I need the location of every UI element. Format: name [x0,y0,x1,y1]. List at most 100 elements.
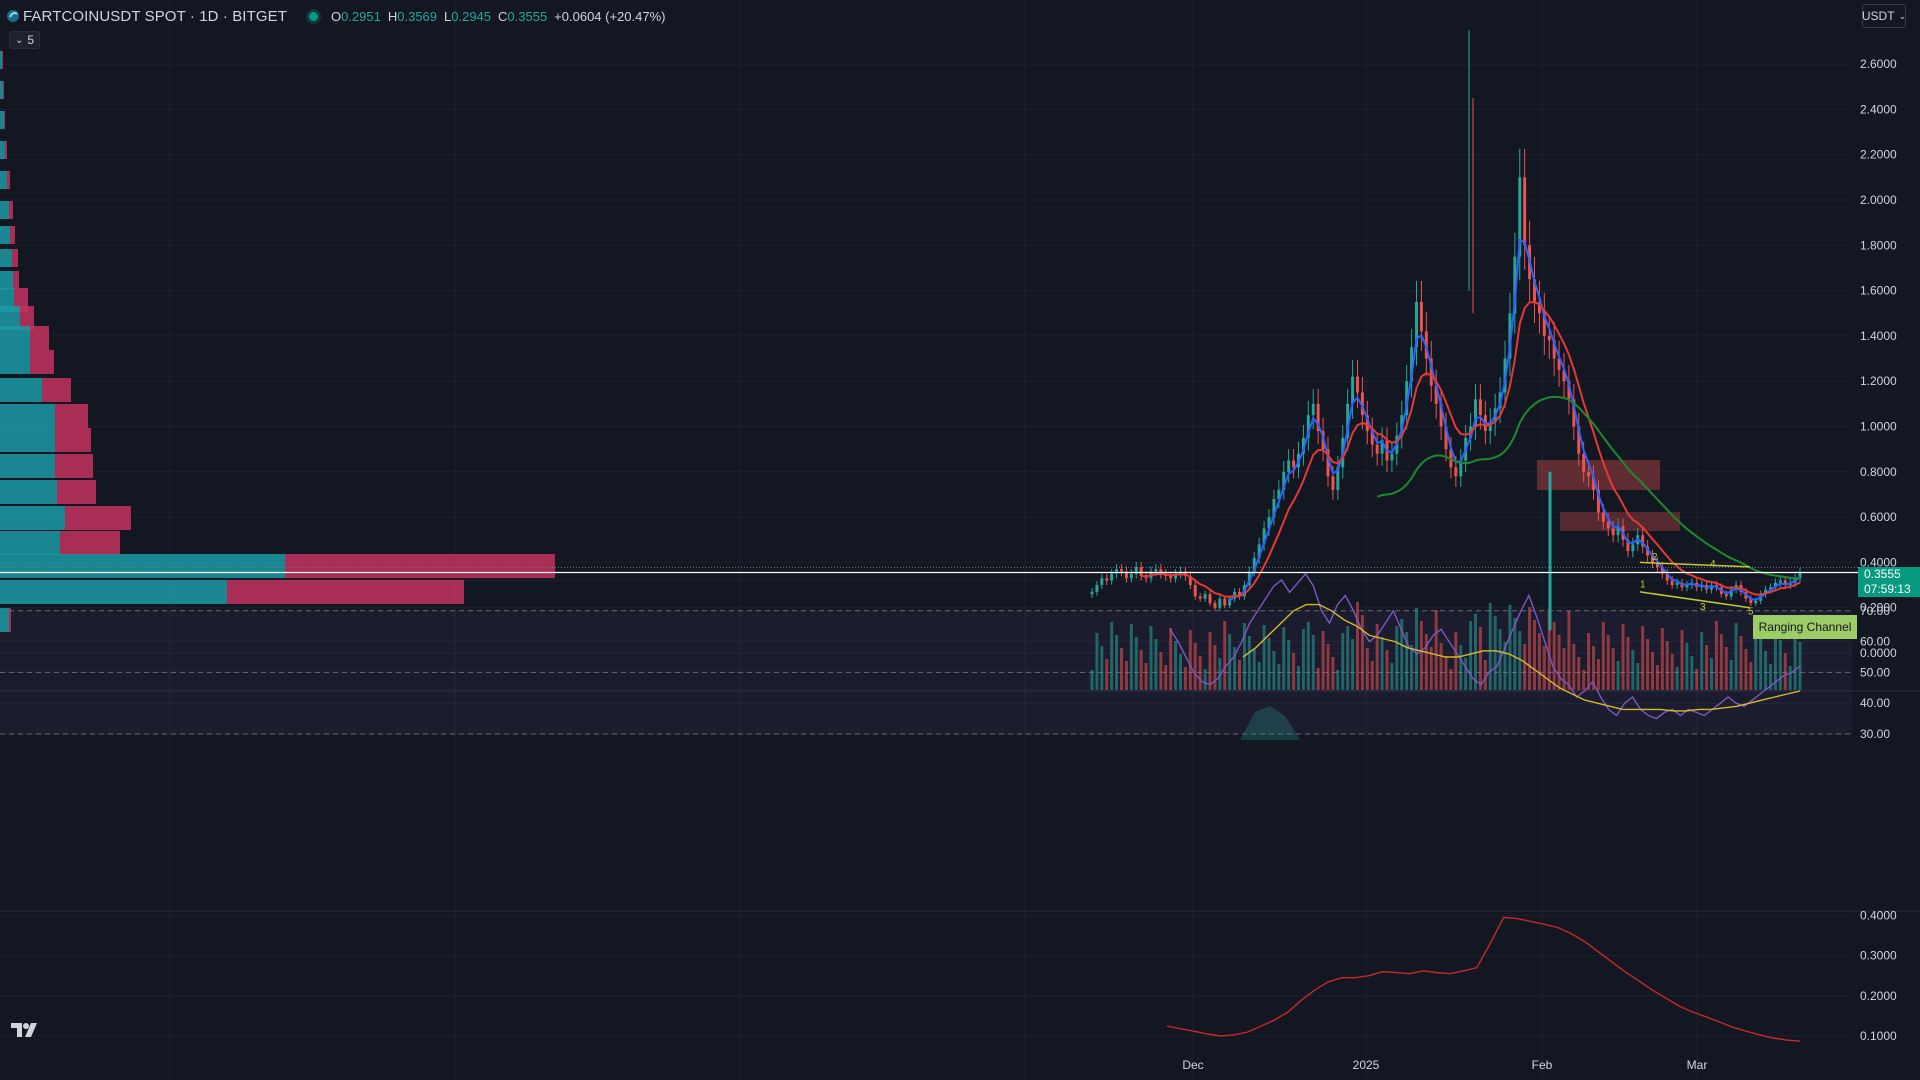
volume-bar [1464,658,1468,690]
candle-body [1783,580,1787,586]
ranging-channel-lines: 1 2 3 4 5 [1639,552,1754,617]
volume-bar [1754,625,1758,690]
vp-bar-up [0,201,9,219]
volume-bar [1783,653,1787,690]
vp-bar-down [3,81,4,99]
candle-body [1749,598,1753,604]
volume-bar [1360,615,1364,690]
y-tick-label: 2.2000 [1860,148,1897,162]
candle-body [1651,555,1654,563]
candle-body [1764,589,1768,595]
volume-bar [1090,670,1094,690]
volume-bar [1341,633,1345,690]
candle-body [1287,460,1291,472]
candle-body [1105,578,1109,581]
candle-body [1139,566,1143,576]
x-tick-label: 2025 [1353,1058,1380,1072]
chevron-down-icon: ⌄ [1898,10,1907,21]
vp-bar-down [13,271,19,289]
volume-bar [1282,627,1286,690]
candle-body [1459,460,1463,477]
volume-bar [1410,645,1414,690]
tradingview-logo-icon[interactable] [11,1021,43,1039]
volume-bar [1528,607,1532,690]
volume-bar [1100,646,1104,690]
rsi-line [1169,572,1801,720]
symbol-title[interactable]: FARTCOINUSDT SPOT · 1D · BITGET [23,7,287,25]
pattern-label: 4 [1710,559,1716,570]
volume-bar [1454,632,1458,690]
volume-bar [1434,610,1438,690]
volume-bar [1213,645,1217,690]
volume-bar [1238,660,1241,690]
candle-body [1533,279,1536,302]
volume-bar [1179,654,1182,690]
candle-body [1537,301,1541,314]
volume-bar [1375,624,1379,690]
candle-body [1252,557,1256,572]
volume-bar [1601,622,1605,690]
volume-bar [1503,642,1507,690]
pattern-label: 5 [1748,606,1754,617]
candle-body [1410,347,1414,382]
volume-bar [1641,626,1645,690]
rsi-tick-label: 60.00 [1860,635,1890,649]
lower-indicator-line [1166,916,1801,1042]
vp-bar-up [0,271,13,289]
ranging-channel-annotation[interactable]: Ranging Channel [1753,615,1857,639]
candle-body [1095,585,1099,592]
volume-bar [1474,614,1477,690]
candle-body [1198,596,1202,599]
vp-bar-down [12,249,18,267]
vp-bar-down [30,326,49,350]
vp-bar-down [5,141,7,159]
candle-body [1326,449,1330,477]
candle-body [1124,571,1128,579]
candle-body [1306,415,1310,438]
volume-bar [1710,658,1713,690]
volume-bar [1346,626,1350,690]
volume-bar [1233,647,1237,690]
ema-slow-line [1376,395,1800,580]
volume-bar [1523,644,1527,690]
candle-body [1665,573,1669,581]
candle-body [1311,403,1315,416]
candle-body [1336,467,1340,490]
vp-bar-down [9,608,11,632]
x-tick-label: Mar [1687,1058,1708,1072]
rsi-overbought-fill [1240,706,1300,740]
volume-bar [1154,639,1158,690]
volume-bar [1164,665,1168,690]
vp-bar-up [0,580,227,604]
candle-body [1754,600,1758,604]
volume-bar [1395,626,1399,690]
candle-body [1557,358,1561,370]
volume-bar [1488,603,1492,690]
volume-bar [1621,624,1625,690]
currency-select[interactable]: USDT ⌄ [1862,4,1906,28]
candle-body [1390,453,1394,461]
volume-profile [0,51,555,632]
y-tick-label: 0.8000 [1860,465,1897,479]
volume-bar [1582,670,1586,690]
rsi-tick-label: 50.00 [1860,665,1890,679]
y-tick-label: 0.0000 [1860,646,1897,660]
candle-body [1370,431,1374,445]
vp-bar-down [10,226,15,244]
indicators-toggle-button[interactable]: ⌄ 5 [9,31,40,49]
candle-body [1213,603,1217,608]
vp-bar-up [0,141,5,159]
candle-body [1434,385,1438,404]
candle-body [1488,421,1492,432]
candle-body [1228,598,1232,606]
candle-body [1115,569,1119,574]
volume-bar [1714,621,1718,690]
candle-body [1547,335,1551,341]
candle-body [1134,566,1138,574]
chevron-down-icon: ⌄ [14,34,24,46]
volume-bar [1292,653,1296,690]
volume-bar [1444,656,1448,690]
candle-body [1577,426,1581,454]
volume-bar [1297,666,1300,690]
